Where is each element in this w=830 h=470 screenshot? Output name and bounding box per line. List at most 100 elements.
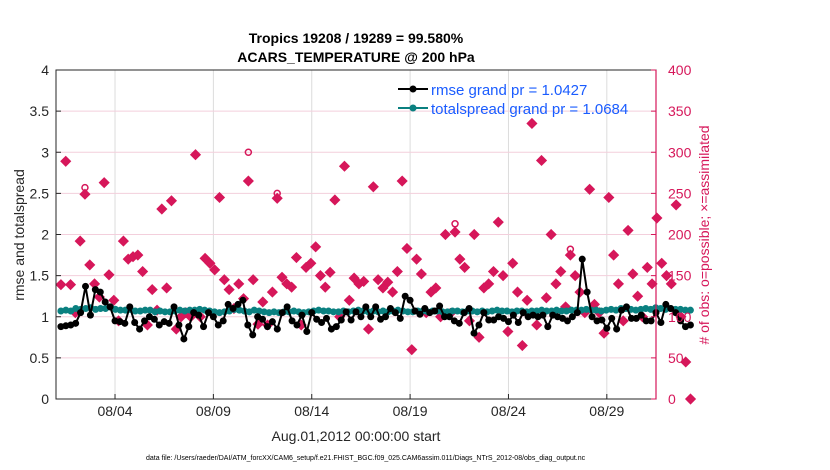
obs-assimilated-point (108, 294, 120, 306)
y-tick-label-right: 200 (668, 227, 692, 243)
y-tick-label: 1 (41, 309, 49, 325)
legend-spread-label: totalspread grand pr = 1.0684 (431, 101, 628, 118)
obs-assimilated-point (540, 292, 552, 304)
spread-point (498, 307, 506, 315)
obs-assimilated-point (79, 188, 91, 200)
rmse-point (642, 317, 650, 325)
obs-assimilated-point (627, 268, 639, 280)
legend-spread-marker (409, 104, 417, 112)
obs-assimilated-point (651, 212, 663, 224)
y-tick-label-right: 400 (668, 62, 692, 78)
rmse-point (337, 316, 345, 324)
chart-subtitle: ACARS_TEMPERATURE @ 200 hPa (237, 49, 475, 65)
rmse-point (367, 313, 375, 321)
obs-assimilated-point (454, 253, 466, 265)
y-axis-label-right: # of obs: o=possible; ×=assimilated (696, 125, 712, 344)
obs-markers (55, 117, 697, 405)
spread-point (97, 305, 105, 313)
rmse-point (603, 324, 611, 332)
obs-assimilated-point (550, 278, 562, 290)
obs-assimilated-point (608, 249, 620, 261)
y-tick-label: 4 (41, 62, 49, 78)
rmse-point (578, 255, 586, 263)
obs-assimilated-point (684, 393, 697, 405)
rmse-point (441, 313, 449, 321)
obs-assimilated-point (84, 259, 96, 271)
obs-assimilated-point (146, 284, 158, 296)
x-tick-label: 08/09 (196, 403, 231, 419)
rmse-point (406, 296, 414, 304)
rmse-point (445, 313, 453, 321)
obs-possible-point (244, 148, 253, 156)
rmse-point (583, 288, 591, 296)
obs-assimilated-point (290, 251, 302, 264)
rmse-point (288, 317, 296, 325)
obs-assimilated-point (247, 274, 259, 286)
rmse-point (500, 314, 508, 322)
obs-assimilated-point (343, 294, 355, 306)
y-tick-label-right: 350 (668, 103, 692, 119)
obs-assimilated-point (60, 155, 72, 167)
obs-assimilated-point (511, 286, 524, 298)
obs-assimilated-point (266, 286, 278, 298)
obs-assimilated-point (680, 356, 692, 368)
obs-assimilated-point (305, 257, 317, 269)
rmse-point (391, 309, 399, 317)
y-tick-label-right: 250 (668, 185, 692, 201)
rmse-point (278, 309, 286, 317)
rmse-point (677, 317, 685, 325)
rmse-point (209, 313, 217, 321)
footer-data-file: data file: /Users/raeder/DAI/ATM_forcXX/… (146, 455, 586, 462)
obs-assimilated-point (459, 261, 471, 273)
rmse-point (632, 314, 640, 322)
spread-point (404, 308, 412, 316)
obs-assimilated-point (242, 175, 254, 187)
obs-assimilated-point (564, 249, 576, 261)
y-tick-label-right: 150 (668, 268, 692, 284)
rmse-point (465, 305, 473, 313)
spread-point (161, 308, 169, 316)
rmse-point (175, 321, 183, 329)
rmse-point (72, 319, 80, 327)
rmse-point (401, 292, 409, 300)
rmse-point (136, 325, 144, 333)
obs-assimilated-point (271, 192, 283, 204)
obs-assimilated-point (314, 270, 327, 282)
spread-point (320, 307, 328, 315)
y-tick-label: 2 (41, 227, 49, 243)
rmse-point (268, 318, 276, 326)
obs-assimilated-point (276, 271, 288, 283)
obs-assimilated-point (406, 344, 418, 356)
obs-assimilated-point (526, 117, 538, 130)
obs-assimilated-point (223, 284, 235, 296)
x-axis-label: Aug.01,2012 00:00:00 start (272, 428, 441, 444)
rmse-point (622, 303, 630, 311)
rmse-point (121, 319, 129, 327)
obs-assimilated-point (401, 242, 413, 255)
rmse-point (504, 318, 512, 326)
rmse-point (519, 309, 527, 317)
y-tick-label: 0.5 (30, 350, 50, 366)
obs-assimilated-point (396, 175, 408, 187)
obs-assimilated-point (430, 282, 442, 294)
rmse-point (480, 309, 488, 317)
rmse-point (470, 329, 478, 337)
rmse-point (126, 303, 134, 311)
rmse-point (332, 323, 340, 331)
obs-assimilated-point (632, 290, 644, 302)
rmse-point (598, 316, 606, 324)
rmse-point (396, 314, 404, 322)
rmse-point (195, 311, 203, 319)
rmse-point (259, 315, 267, 323)
rmse-point (421, 305, 429, 313)
y-tick-label-right: 0 (668, 391, 676, 407)
obs-assimilated-point (569, 270, 581, 282)
obs-assimilated-point (213, 191, 226, 204)
obs-assimilated-point (358, 275, 370, 287)
obs-assimilated-point (257, 296, 269, 308)
obs-assimilated-point (660, 270, 673, 282)
rmse-point (96, 288, 104, 296)
obs-assimilated-point (372, 274, 384, 286)
rmse-point (637, 311, 645, 319)
rmse-point (431, 307, 439, 315)
